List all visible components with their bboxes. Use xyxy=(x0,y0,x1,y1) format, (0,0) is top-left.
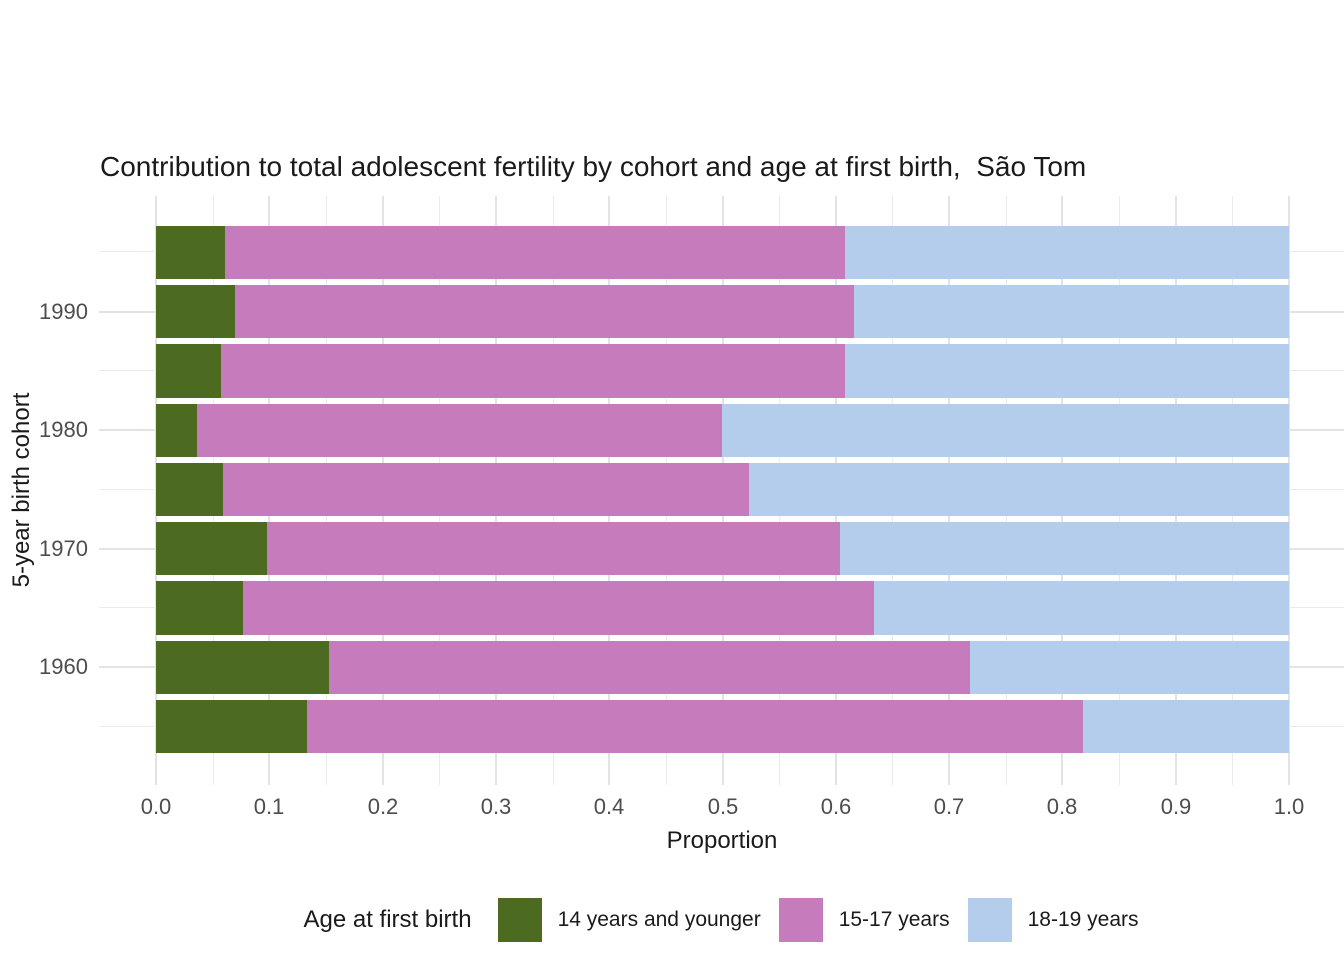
bar-segment xyxy=(243,581,874,635)
bar-row xyxy=(156,284,1289,339)
legend-title: Age at first birth xyxy=(303,906,472,933)
x-tick-label: 0.8 xyxy=(1046,794,1078,819)
legend: Age at first birth 14 years and younger 1… xyxy=(0,898,1344,942)
bar-row xyxy=(156,344,1289,398)
bar-segment xyxy=(156,640,329,695)
bar-segment xyxy=(307,700,1083,754)
bar-segment xyxy=(854,284,1289,339)
bar-row xyxy=(156,700,1289,754)
x-tick-label: 0.9 xyxy=(1160,794,1192,819)
y-tick-label: 1970 xyxy=(39,536,88,561)
bar-segment xyxy=(156,225,225,279)
bar-row xyxy=(156,225,1289,279)
bar-segment xyxy=(845,225,1289,279)
bar-segment xyxy=(197,403,722,457)
bar-segment xyxy=(156,284,235,339)
bar-row xyxy=(156,403,1289,457)
x-tick-label: 0.3 xyxy=(480,794,512,819)
x-tick-label: 0.4 xyxy=(593,794,625,819)
bar-segment xyxy=(722,403,1289,457)
bar-segment xyxy=(845,344,1289,398)
bar-segment xyxy=(749,462,1289,517)
legend-swatch xyxy=(497,898,542,942)
bar-segment xyxy=(156,700,307,754)
bar-segment xyxy=(329,640,970,695)
chart-title: Contribution to total adolescent fertili… xyxy=(100,151,1087,182)
legend-item: 18-19 years xyxy=(967,898,1139,942)
x-tick-label: 1.0 xyxy=(1273,794,1305,819)
bar-segment xyxy=(156,522,267,576)
legend-item: 15-17 years xyxy=(778,898,950,942)
bar-segment xyxy=(156,403,197,457)
bar-segment xyxy=(223,462,749,517)
legend-swatch xyxy=(967,898,1012,942)
gridline-vertical-major xyxy=(1288,196,1290,785)
bar-row xyxy=(156,581,1289,635)
legend-label: 18-19 years xyxy=(1027,908,1139,931)
bar-segment xyxy=(156,462,223,517)
bar-segment xyxy=(970,640,1289,695)
x-axis-title: Proportion xyxy=(666,827,778,854)
bar-segment xyxy=(225,225,845,279)
y-tick-label: 1990 xyxy=(39,299,88,324)
x-tick-label: 0.6 xyxy=(820,794,852,819)
x-tick-label: 0.5 xyxy=(707,794,739,819)
legend-label: 15-17 years xyxy=(838,908,950,931)
bar-segment xyxy=(874,581,1289,635)
x-tick-label: 0.1 xyxy=(253,794,285,819)
x-tick-label: 0.0 xyxy=(140,794,172,819)
bar-row xyxy=(156,522,1289,576)
bar-segment xyxy=(221,344,845,398)
legend-label: 14 years and younger xyxy=(557,908,761,931)
bar-segment xyxy=(267,522,840,576)
bar-row xyxy=(156,640,1289,695)
y-tick-label: 1960 xyxy=(39,654,88,679)
legend-swatch xyxy=(778,898,823,942)
bar-segment xyxy=(156,344,221,398)
bar-row xyxy=(156,462,1289,517)
legend-item: 14 years and younger xyxy=(497,898,761,942)
plot-panel xyxy=(99,196,1344,785)
x-tick-label: 0.7 xyxy=(933,794,965,819)
x-tick-label: 0.2 xyxy=(367,794,399,819)
bar-segment xyxy=(840,522,1289,576)
bar-segment xyxy=(1083,700,1289,754)
bar-segment xyxy=(156,581,243,635)
bar-segment xyxy=(235,284,854,339)
y-tick-label: 1980 xyxy=(39,417,88,442)
